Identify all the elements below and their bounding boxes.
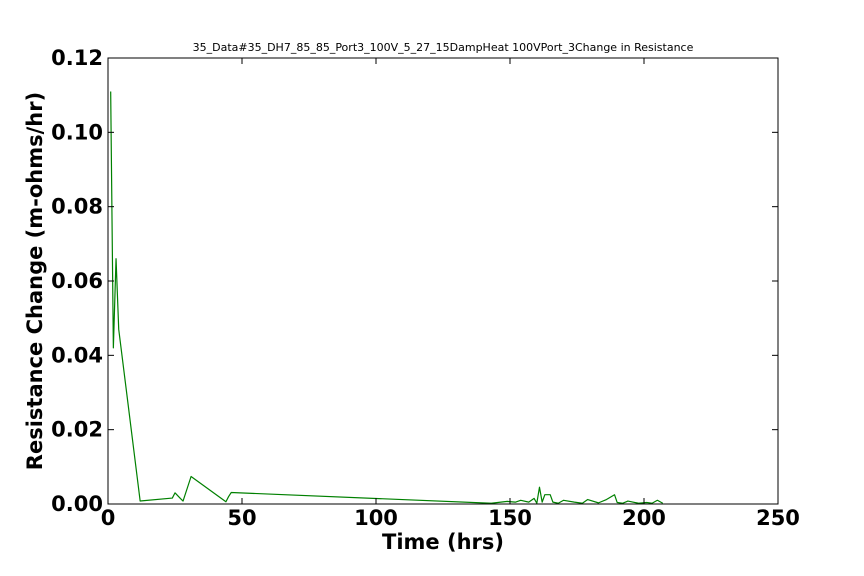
y-tick-label: 0.04: [51, 343, 103, 367]
y-tick-label: 0.08: [51, 195, 103, 219]
x-tick-label: 150: [488, 506, 532, 530]
y-tick-label: 0.00: [51, 492, 103, 516]
x-tick-label: 100: [354, 506, 398, 530]
x-tick-label: 200: [622, 506, 666, 530]
series-line-0: [110, 91, 664, 504]
plot-area: 0 50 100 150 200 250 0.00 0.02 0.04 0.06 0.08 0.10 0…: [51, 46, 800, 530]
y-tick-label: 0.06: [51, 269, 103, 293]
x-tick-label: 250: [756, 506, 800, 530]
x-tick-label: 0: [101, 506, 116, 530]
x-tick-label: 50: [227, 506, 256, 530]
y-tick-label: 0.12: [51, 46, 103, 70]
y-tick-label: 0.02: [51, 418, 103, 442]
chart-title: 35_Data#35_DH7_85_85_Port3_100V_5_27_15D…: [193, 41, 694, 54]
x-axis-label: Time (hrs): [382, 530, 504, 554]
y-axis-label: Resistance Change (m-ohms/hr): [23, 92, 47, 470]
y-tick-label: 0.10: [51, 120, 103, 144]
